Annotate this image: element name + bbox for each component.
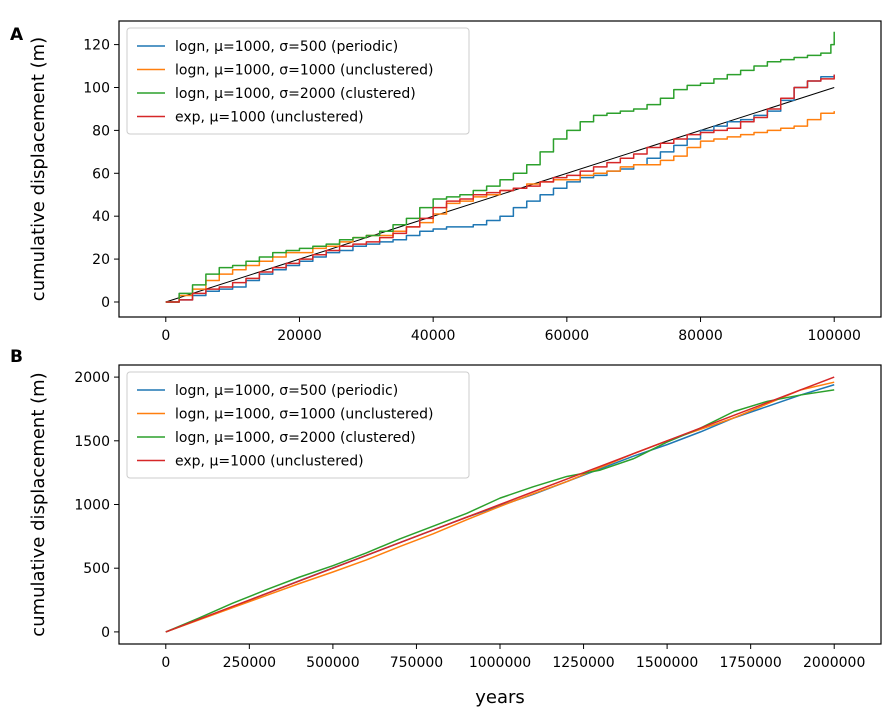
x-tick-label: 2000000 [803,655,865,671]
y-tick-label: 0 [101,625,110,641]
series-line-1 [165,74,835,303]
y-tick-label: 2000 [74,370,110,386]
legend-label: logn, μ=1000, σ=1000 (unclustered) [175,407,433,423]
series-line-2 [165,381,835,633]
series-line-4 [165,376,835,633]
x-tick-label: 0 [161,655,170,671]
x-tick-label: 1000000 [469,655,531,671]
legend-label: exp, μ=1000 (unclustered) [175,454,364,470]
y-axis-label: cumulative displacement (m) [28,372,49,636]
chart-panel-b: 0 250000 500000 750000 1000000 1250000 1500000… [10,347,882,708]
x-tick-label: 750000 [390,655,443,671]
x-tick-label: 250000 [223,655,276,671]
legend: logn, μ=1000, σ=500 (periodic) logn, μ=10… [126,27,470,135]
x-tick-label: 20000 [277,328,322,344]
series-line-3 [165,31,835,303]
y-tick-label: 40 [92,209,110,225]
y-tick-label: 120 [83,38,110,54]
y-axis-label: cumulative displacement (m) [28,37,49,301]
legend-box [126,27,470,135]
x-tick-label: 80000 [678,328,723,344]
legend-label: logn, μ=1000, σ=2000 (clustered) [175,86,416,102]
y-tick-label: 20 [92,252,110,268]
legend: logn, μ=1000, σ=500 (periodic) logn, μ=10… [126,371,470,479]
series-line-4 [165,74,835,303]
y-tick-label: 1000 [74,498,110,514]
y-tick-label: 500 [83,561,110,577]
x-tick-label: 0 [161,328,170,344]
y-tick-label: 0 [101,295,110,311]
x-tick-label: 1750000 [719,655,781,671]
y-tick-label: 60 [92,166,110,182]
legend-label: logn, μ=1000, σ=2000 (clustered) [175,430,416,446]
plot-area [165,31,835,303]
legend-label: logn, μ=1000, σ=1000 (unclustered) [175,63,433,79]
x-tick-label: 500000 [306,655,359,671]
y-tick-label: 1500 [74,434,110,450]
plot-frame [118,20,882,318]
series-line-3 [165,389,835,633]
panel-label: A [10,25,24,45]
legend-label: logn, μ=1000, σ=500 (periodic) [175,39,398,55]
y-tick-label: 80 [92,123,110,139]
legend-box [126,371,470,479]
x-tick-label: 1250000 [552,655,614,671]
legend-label: exp, μ=1000 (unclustered) [175,110,364,126]
legend-label: logn, μ=1000, σ=500 (periodic) [175,383,398,399]
plot-area [165,376,835,633]
x-tick-label: 40000 [411,328,456,344]
x-tick-label: 1500000 [636,655,698,671]
y-tick-label: 100 [83,80,110,96]
x-tick-label: 60000 [545,328,590,344]
chart-panel-a: 0 20000 40000 60000 80000 100000 0 20 40 60 80 100 1… [10,20,882,344]
x-tick-label: 100000 [807,328,860,344]
x-axis-label: years [475,687,525,708]
panel-label: B [10,347,23,367]
